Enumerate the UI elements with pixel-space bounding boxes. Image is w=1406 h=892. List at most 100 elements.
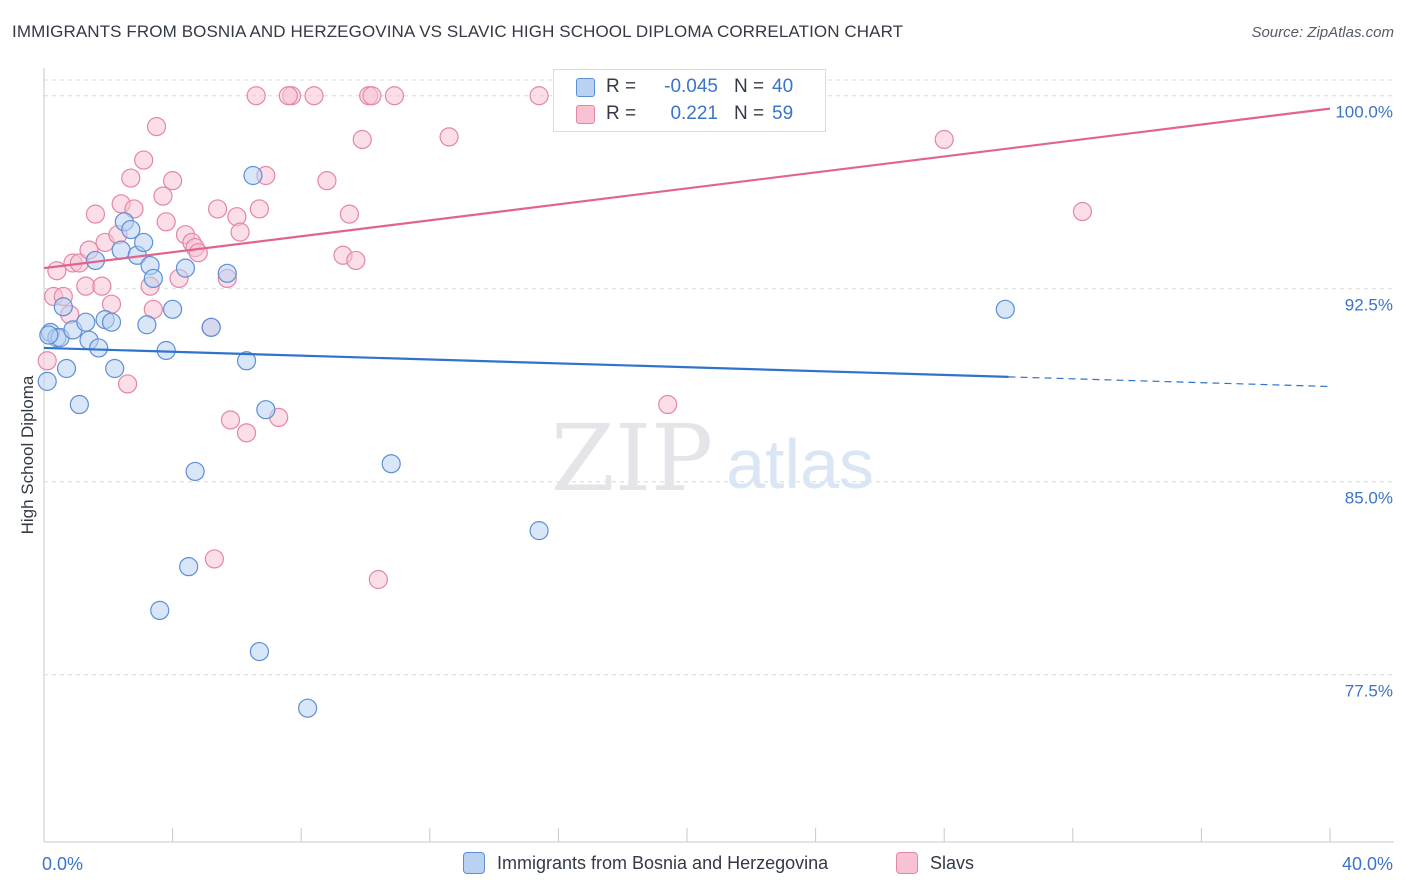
bosnia-point [256, 400, 276, 420]
slavs-trend-line [43, 107, 1331, 270]
bosnia-point [201, 317, 221, 337]
bosnia-point [175, 258, 196, 278]
bosnia-point [37, 371, 57, 391]
bosnia-point [243, 165, 263, 186]
bosnia-point [76, 312, 96, 332]
bosnia-points [37, 165, 1015, 718]
slavs-point [439, 127, 459, 147]
legend-r-label: R = [606, 103, 637, 124]
bosnia-trend-line [43, 346, 1009, 378]
legend-swatch-blue [576, 77, 595, 97]
legend-n-label: N = [734, 76, 765, 97]
slavs-points [37, 86, 1093, 590]
legend-item-bosnia[interactable]: Immigrants from Bosnia and Herzegovina [463, 852, 828, 874]
bosnia-point [134, 232, 154, 253]
slavs-point [362, 86, 382, 106]
bosnia-point [381, 454, 401, 474]
y-tick-label: 92.5% [1345, 296, 1393, 315]
slavs-point [230, 222, 250, 242]
watermark: ZIP atlas [551, 405, 874, 512]
y-tick-label: 85.0% [1345, 489, 1393, 508]
legend-row-slavs: R = 0.221 N = 59 [576, 101, 793, 127]
legend-r-value: 0.221 [670, 103, 718, 124]
slavs-point [188, 243, 208, 263]
slavs-point [278, 86, 298, 106]
tick-labels: 77.5% 85.0% 92.5% 100.0% 0.0% 40.0% [42, 103, 1393, 874]
slavs-point [153, 186, 173, 206]
bosnia-point [56, 358, 77, 379]
bosnia-point [236, 351, 257, 371]
slavs-point [85, 204, 106, 224]
x-tick-label-max: 40.0% [1342, 854, 1393, 874]
watermark-atlas: atlas [726, 425, 874, 503]
y-tick-label: 77.5% [1345, 682, 1393, 701]
bosnia-point [121, 219, 141, 240]
slavs-point [227, 207, 247, 227]
bosnia-point [53, 297, 73, 317]
bosnia-point [185, 461, 205, 482]
legend-r-label: R = [606, 76, 637, 97]
slavs-point [92, 276, 112, 296]
bosnia-point [995, 299, 1015, 319]
bosnia-point [101, 312, 122, 332]
bosnia-point [39, 325, 59, 345]
series-legend: Immigrants from Bosnia and Herzegovina S… [0, 852, 1406, 878]
correlation-legend: R = -0.045 N = 40 R = 0.221 N = 59 [553, 69, 826, 132]
legend-n-value: 59 [772, 103, 794, 124]
x-tick-label-min: 0.0% [42, 854, 83, 874]
slavs-point [220, 410, 241, 430]
slavs-point [146, 117, 167, 137]
slavs-point [339, 204, 360, 224]
legend-n-value: 40 [772, 76, 794, 97]
slavs-point [246, 86, 266, 106]
bosnia-point [89, 338, 109, 358]
slavs-point [529, 86, 549, 106]
slavs-point [352, 129, 372, 150]
legend-item-slavs[interactable]: Slavs [896, 852, 974, 874]
bosnia-point [150, 600, 170, 621]
slavs-point [1072, 201, 1093, 222]
bosnia-point [249, 641, 270, 662]
bosnia-point [69, 394, 89, 415]
slavs-point [249, 199, 270, 219]
slavs-point [317, 171, 337, 191]
legend-label-slavs: Slavs [930, 852, 975, 873]
slavs-point [156, 212, 176, 232]
source-label: Source: ZipAtlas.com [1251, 24, 1394, 41]
slavs-point [117, 374, 138, 394]
axes [43, 68, 1394, 843]
bosnia-point [137, 315, 157, 335]
chart-title: IMMIGRANTS FROM BOSNIA AND HERZEGOVINA V… [12, 22, 904, 41]
slavs-point [384, 86, 405, 106]
bosnia-point [529, 521, 549, 541]
legend-swatch-pink [896, 852, 918, 874]
slavs-point [134, 150, 154, 170]
slavs-point [236, 423, 257, 443]
legend-row-bosnia: R = -0.045 N = 40 [576, 74, 793, 100]
slavs-point [124, 199, 144, 219]
slavs-point [204, 549, 224, 569]
slavs-point [368, 569, 388, 590]
legend-n-label: N = [734, 103, 765, 124]
slavs-point [208, 199, 228, 219]
slavs-point [304, 86, 324, 106]
trend-lines [43, 107, 1331, 388]
slavs-point [47, 261, 67, 281]
bosnia-point [111, 240, 131, 260]
y-tick-label: 100.0% [1335, 103, 1393, 122]
legend-label-bosnia: Immigrants from Bosnia and Herzegovina [497, 852, 829, 873]
bosnia-point [163, 299, 183, 319]
slavs-point [163, 171, 183, 191]
legend-swatch-blue [463, 852, 485, 874]
watermark-zip: ZIP [551, 405, 713, 512]
slavs-point [37, 351, 57, 371]
slavs-point [658, 394, 678, 415]
bosnia-point [143, 268, 163, 289]
legend-r-value: -0.045 [664, 76, 718, 97]
bosnia-point [217, 263, 237, 283]
bosnia-point [298, 698, 318, 718]
bosnia-point [105, 358, 125, 379]
legend-swatch-pink [576, 104, 595, 124]
slavs-point [346, 250, 366, 271]
